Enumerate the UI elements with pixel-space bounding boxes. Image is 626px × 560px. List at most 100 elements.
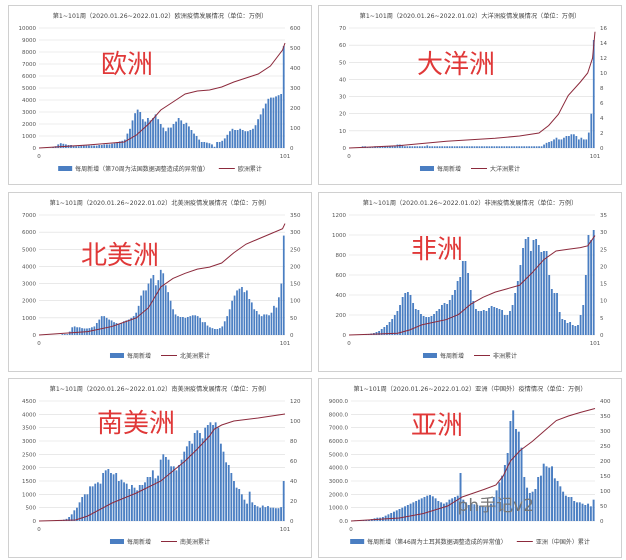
weekly-bar <box>418 146 421 148</box>
weekly-bar <box>387 514 390 521</box>
weekly-bar <box>454 497 456 521</box>
weekly-bar <box>520 447 523 521</box>
weekly-bar <box>559 486 562 521</box>
weekly-bar <box>585 139 588 148</box>
weekly-bar <box>95 323 98 335</box>
y-left-tick-label: 9000.0 <box>329 399 349 405</box>
weekly-bar <box>201 438 204 521</box>
weekly-bar <box>537 245 540 335</box>
region-label: 北美洲 <box>81 241 160 271</box>
weekly-bar <box>532 240 535 335</box>
weekly-bar <box>196 316 199 335</box>
weekly-bar <box>98 319 101 335</box>
weekly-bar <box>85 145 88 148</box>
weekly-bar <box>62 143 65 148</box>
weekly-bar <box>186 317 189 335</box>
weekly-bar <box>170 466 173 521</box>
weekly-bar <box>503 146 506 148</box>
weekly-bar <box>563 137 565 148</box>
y-left-tick-label: 0 <box>343 146 347 152</box>
weekly-bar <box>68 517 71 521</box>
weekly-bar <box>134 113 136 148</box>
weekly-bar <box>71 327 74 335</box>
weekly-bar <box>577 325 579 335</box>
weekly-bar <box>468 146 471 148</box>
chart-title: 第1~101周（2020.01.26~2022.01.02）北美洲疫情发展情况（… <box>50 199 271 207</box>
weekly-bar <box>256 506 259 521</box>
y-left-tick-label: 0.0 <box>339 519 348 525</box>
weekly-bar <box>83 494 86 521</box>
y-right-tick-label: 10 <box>600 71 607 77</box>
weekly-bar <box>534 489 537 521</box>
weekly-bar <box>188 126 190 148</box>
cumulative-line <box>38 413 286 522</box>
y-left-tick-label: 4000 <box>22 412 36 418</box>
chart-panel-3: 第1~101周（2020.01.26~2022.01.02）非洲疫情发展情况（单… <box>318 192 622 372</box>
y-right-tick-label: 500 <box>290 46 301 52</box>
weekly-bar <box>73 326 76 335</box>
weekly-bar <box>401 507 404 521</box>
weekly-bar <box>208 143 211 148</box>
y-left-tick-label: 3000 <box>22 439 36 445</box>
weekly-bar <box>196 430 199 521</box>
weekly-bar <box>80 145 83 148</box>
weekly-bar <box>193 133 195 148</box>
legend-cumulative: 亚洲（中国外）累计 <box>536 538 590 546</box>
weekly-bar <box>535 146 538 148</box>
weekly-bar <box>139 112 142 148</box>
weekly-bar <box>123 321 125 335</box>
weekly-bar <box>175 121 177 148</box>
weekly-bar <box>471 146 473 148</box>
weekly-bar <box>162 273 165 335</box>
weekly-bar <box>272 97 275 148</box>
weekly-bar <box>146 477 149 521</box>
chart-title: 第1~101周（2020.01.26~2022.01.02）欧洲疫情发展情况（单… <box>53 12 268 20</box>
y-right-tick-label: 200 <box>600 459 611 465</box>
weekly-bar <box>465 502 468 521</box>
weekly-bar <box>246 131 249 148</box>
weekly-bar <box>116 142 119 148</box>
weekly-bar <box>535 239 538 335</box>
weekly-bar <box>466 146 468 148</box>
weekly-bar <box>147 283 150 335</box>
weekly-bar <box>509 311 511 335</box>
weekly-bar <box>226 316 229 335</box>
weekly-bar <box>214 422 217 521</box>
weekly-bar <box>510 146 513 148</box>
weekly-bar <box>445 502 448 521</box>
weekly-bar <box>555 137 558 148</box>
weekly-bar <box>415 501 418 521</box>
weekly-bar <box>589 506 592 521</box>
y-right-tick-label: 8 <box>600 86 604 92</box>
weekly-bar <box>430 316 433 335</box>
weekly-bar <box>526 487 529 521</box>
weekly-bar <box>491 146 493 148</box>
weekly-bar <box>500 146 503 148</box>
weekly-bar <box>490 503 492 521</box>
weekly-bar <box>472 301 475 335</box>
weekly-bar <box>488 146 491 148</box>
weekly-bar <box>404 506 407 521</box>
weekly-bar <box>560 139 563 148</box>
weekly-bar <box>204 322 206 335</box>
weekly-bar <box>102 473 105 521</box>
chart-title: 第1~101周（2020.01.26~2022.01.02）非洲疫情发展情况（单… <box>363 199 578 207</box>
weekly-bar <box>268 315 270 335</box>
weekly-bar <box>88 145 90 148</box>
y-right-tick-label: 300 <box>290 86 301 92</box>
y-left-tick-label: 8000 <box>22 50 36 56</box>
y-left-tick-label: 1000 <box>22 134 36 140</box>
weekly-bar <box>587 503 590 521</box>
weekly-bar <box>149 120 152 148</box>
weekly-bar <box>440 305 443 335</box>
weekly-bar <box>157 280 160 335</box>
weekly-bar <box>565 136 568 148</box>
weekly-bar <box>149 477 152 521</box>
x-tick-label: 101 <box>590 341 601 347</box>
weekly-bar <box>469 290 472 335</box>
weekly-bar <box>177 316 179 335</box>
weekly-bar <box>167 127 170 148</box>
weekly-bar <box>478 505 481 521</box>
weekly-bar <box>172 309 174 335</box>
weekly-bar <box>545 251 548 335</box>
